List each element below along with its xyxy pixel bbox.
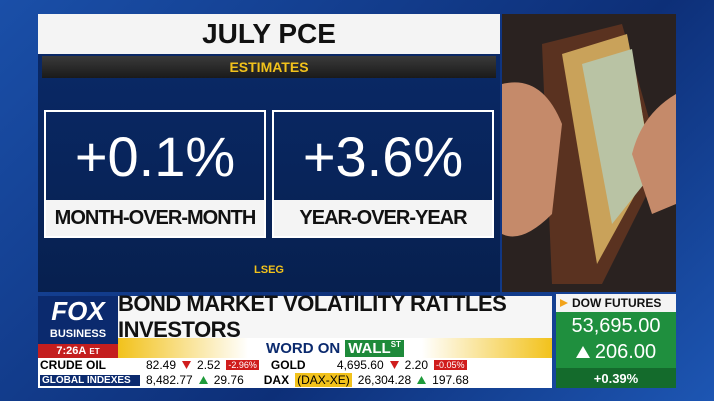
ticker-name: CRUDE OIL <box>40 358 106 372</box>
dow-change-row: 206.00 <box>556 340 676 364</box>
ticker-change: 2.20 <box>404 358 428 372</box>
dow-header: DOW FUTURES <box>556 294 676 312</box>
ticker-pct: -2.96% <box>226 360 259 370</box>
up-arrow <box>575 346 590 358</box>
stat-box: +0.1% MONTH-OVER-MONTH <box>44 110 266 238</box>
stat-value: +0.1% <box>74 124 236 188</box>
ticker-pct: -0.05% <box>434 360 467 370</box>
segment-brand: WALLST <box>345 339 404 357</box>
stat-box: +3.6% YEAR-OVER-YEAR <box>272 110 494 238</box>
ticker-price: 26,304.28 <box>357 373 412 387</box>
ticker-symbol: (DAX-XE) <box>295 373 352 387</box>
segment-brand-text: WALL <box>348 339 391 357</box>
ticker-change: 29.76 <box>213 373 244 387</box>
dow-price: 53,695.00 <box>571 314 661 337</box>
up-arrow <box>198 376 208 384</box>
ticker-row: CRUDE OIL 82.49 2.52 -2.96% GOLD 4,695.6… <box>38 358 552 372</box>
ticker-change: 197.68 <box>432 373 469 387</box>
clock-zone: ET <box>89 346 100 356</box>
clock: 7:26A ET <box>38 344 118 358</box>
stat-label: MONTH-OVER-MONTH <box>46 200 264 236</box>
logo-bottom: BUSINESS <box>49 328 107 340</box>
stat-label: YEAR-OVER-YEAR <box>274 200 492 236</box>
up-arrow <box>417 376 427 384</box>
dow-change: 206.00 <box>594 340 657 363</box>
dow-pct: +0.39% <box>556 368 676 388</box>
panel: JULY PCE ESTIMATES +0.1% MONTH-OVER-MONT… <box>38 14 500 292</box>
down-arrow <box>182 361 192 369</box>
logo-top: FOX <box>51 295 105 326</box>
ticker-name: GOLD <box>270 358 306 372</box>
clock-time: 7:26A <box>56 345 87 357</box>
stat-value: +3.6% <box>302 124 464 188</box>
dow-box: DOW FUTURES 53,695.00 206.00 +0.39% <box>556 294 676 388</box>
segment: WORD ON WALLST <box>118 338 552 358</box>
arrow-icon <box>560 299 568 307</box>
ticker-row: GLOBAL INDEXES 8,482.77 29.76 DAX (DAX-X… <box>38 372 552 388</box>
ticker: CRUDE OIL 82.49 2.52 -2.96% GOLD 4,695.6… <box>38 358 552 388</box>
ticker-name: GLOBAL INDEXES <box>40 374 140 386</box>
ticker-price: 8,482.77 <box>146 373 193 387</box>
dow-title: DOW FUTURES <box>572 296 662 310</box>
headline: BOND MARKET VOLATILITY RATTLES INVESTORS <box>118 291 552 342</box>
segment-sup: ST <box>390 339 401 349</box>
segment-prefix: WORD ON <box>266 339 341 357</box>
ticker-price: 4,695.60 <box>336 358 384 372</box>
panel-subtitle: ESTIMATES <box>42 56 496 78</box>
ticker-change: 2.52 <box>197 358 221 372</box>
photo <box>502 14 676 292</box>
panel-title: JULY PCE <box>38 14 500 54</box>
ticker-name: DAX <box>263 373 290 387</box>
ticker-price: 82.49 <box>146 358 177 372</box>
logo: FOX BUSINESS <box>38 296 118 344</box>
down-arrow <box>389 361 399 369</box>
source: LSEG <box>254 264 284 276</box>
